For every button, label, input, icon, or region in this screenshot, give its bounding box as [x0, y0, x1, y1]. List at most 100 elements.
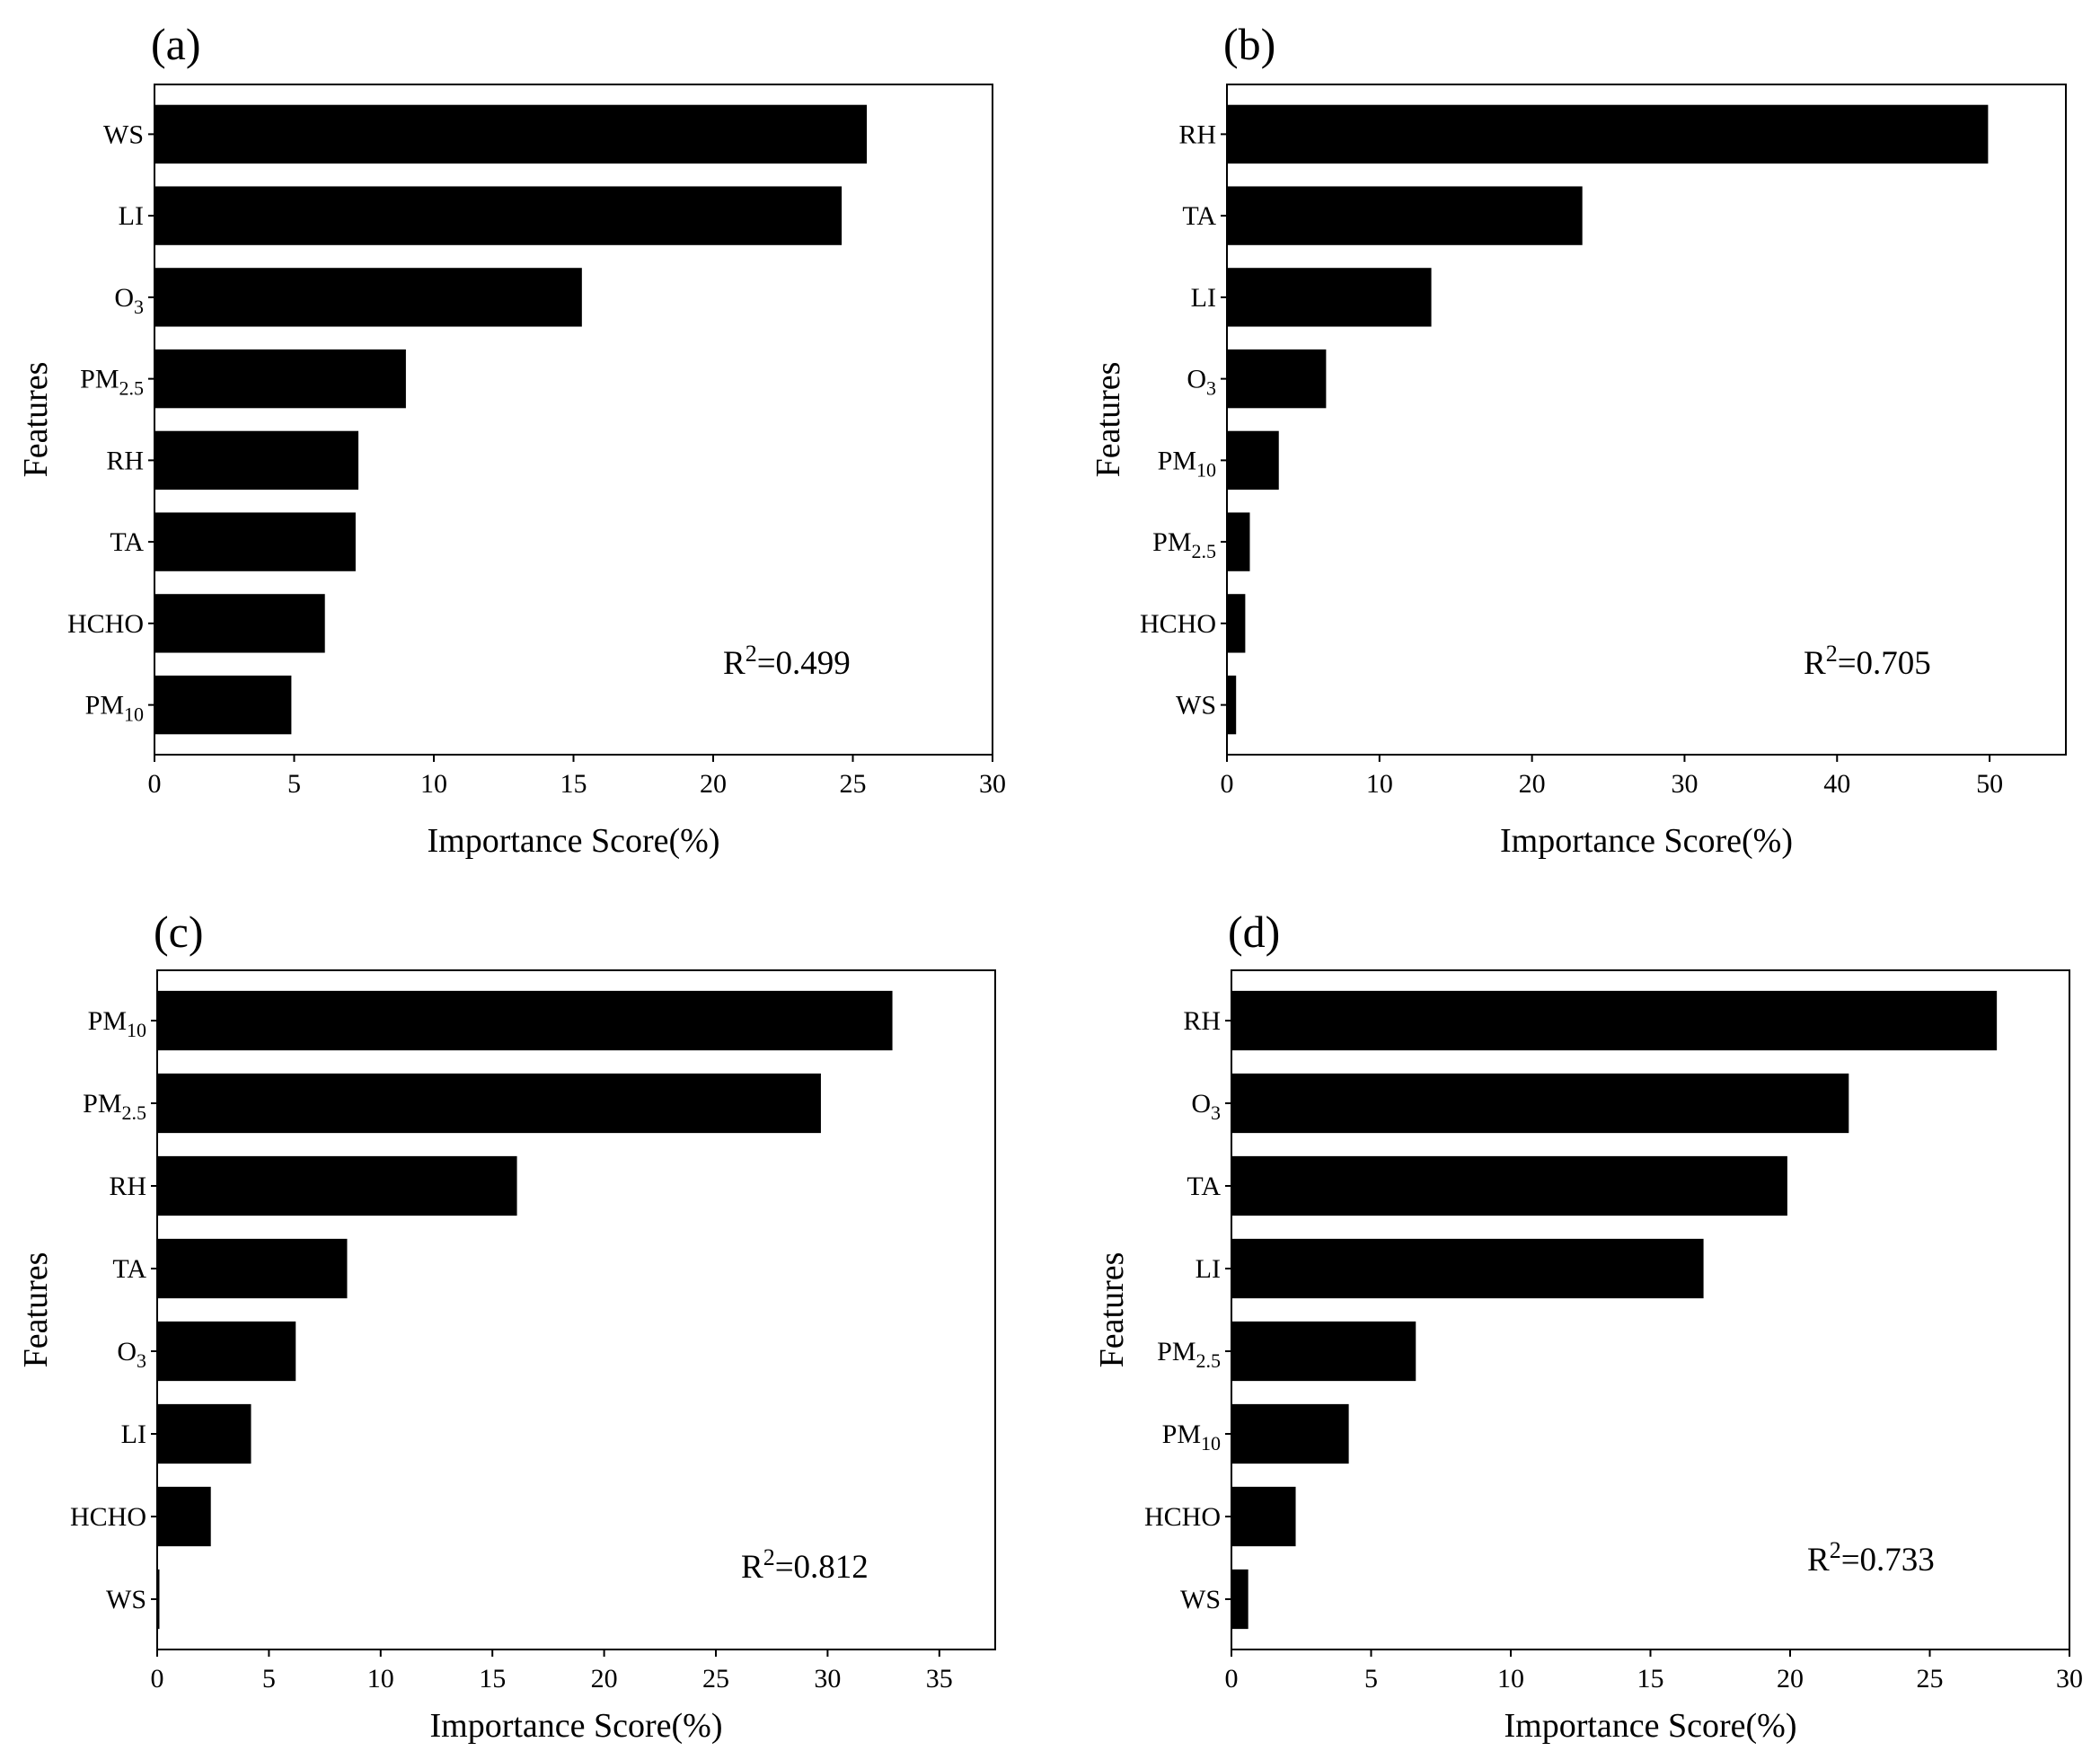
- plot-frame: [156, 969, 996, 1650]
- x-tick-label: 0: [148, 769, 162, 799]
- bar-ta: [157, 1238, 348, 1299]
- bar-rh: [157, 1155, 517, 1216]
- x-tick-label: 15: [1637, 1664, 1664, 1694]
- category-label: LI: [121, 1419, 146, 1449]
- bar-rh: [1231, 990, 1998, 1051]
- r2-annotation: R2=0.812: [741, 1544, 869, 1586]
- panel-c: (c) PM10 PM2.5 RH TA O3 LI HCHO WS 0 5 10 15 20 25 30 35…: [17, 907, 996, 1745]
- x-tick-label: 10: [1497, 1664, 1524, 1694]
- category-label: RH: [1183, 1006, 1221, 1036]
- bar-pm10: [157, 990, 893, 1051]
- category-label: O3: [117, 1337, 146, 1372]
- bar-hcho: [1231, 1486, 1296, 1547]
- bar-hcho: [1227, 594, 1246, 653]
- x-tick-label: 30: [814, 1664, 841, 1694]
- panel-b: (b) RH TA LI O3 PM10 PM2.5 HCHO WS 0 10 20 30 40 50 Imp…: [1090, 19, 2067, 860]
- x-tick-label: 20: [700, 769, 727, 799]
- r2-annotation: R2=0.705: [1804, 641, 1931, 682]
- x-tick-label: 50: [1976, 769, 2003, 799]
- bar-ws: [157, 1569, 160, 1630]
- x-tick-label: 30: [2056, 1664, 2083, 1694]
- bar-ws: [154, 104, 868, 164]
- panel-a: (a) WS LI O3 PM2.5 RH TA HCHO PM10 0 5 10 15 20 25 30 Im…: [17, 19, 1006, 860]
- panel-label: (c): [154, 907, 204, 957]
- plot-frame: [154, 84, 993, 756]
- x-tick-label: 0: [1221, 769, 1234, 799]
- category-label: PM2.5: [80, 365, 144, 400]
- x-tick-label: 15: [560, 769, 587, 799]
- bar-ws: [1231, 1569, 1249, 1630]
- x-tick-label: 35: [926, 1664, 953, 1694]
- bar-pm25: [1231, 1321, 1416, 1382]
- plot-frame: [1231, 969, 2070, 1650]
- bar-ta: [1231, 1155, 1787, 1216]
- category-label: RH: [109, 1172, 146, 1201]
- category-label: HCHO: [70, 1502, 146, 1532]
- bar-o3: [1231, 1073, 1849, 1134]
- category-label: TA: [1182, 201, 1216, 231]
- category-label: O3: [1191, 1089, 1221, 1124]
- category-label: HCHO: [67, 609, 144, 639]
- category-label: LI: [1191, 283, 1216, 313]
- category-label: LI: [1196, 1254, 1221, 1284]
- x-axis-title: Importance Score(%): [1504, 1707, 1796, 1745]
- bar-o3: [157, 1321, 296, 1382]
- x-tick-label: 10: [367, 1664, 394, 1694]
- category-label: O3: [114, 283, 144, 318]
- category-label: HCHO: [1144, 1502, 1221, 1532]
- bar-o3: [1227, 349, 1327, 409]
- y-axis-title: Features: [1093, 1252, 1131, 1368]
- x-tick-label: 20: [591, 1664, 618, 1694]
- bar-o3: [154, 268, 582, 327]
- category-label: WS: [1176, 691, 1216, 721]
- x-tick-label: 5: [287, 769, 301, 799]
- bar-li: [1227, 268, 1432, 327]
- category-label: PM10: [88, 1006, 146, 1041]
- r2-annotation: R2=0.499: [723, 641, 851, 682]
- bar-pm10: [1227, 430, 1279, 491]
- panel-label: (d): [1228, 907, 1280, 957]
- x-tick-label: 20: [1777, 1664, 1804, 1694]
- bar-pm10: [1231, 1403, 1349, 1464]
- category-label: PM10: [85, 691, 144, 726]
- x-axis-title: Importance Score(%): [1500, 822, 1793, 860]
- bar-pm25: [154, 349, 406, 409]
- category-label: PM2.5: [1157, 1337, 1221, 1372]
- category-label: TA: [1187, 1172, 1221, 1201]
- category-label: RH: [1178, 119, 1216, 149]
- bar-rh: [1227, 104, 1989, 164]
- bar-ta: [1227, 186, 1583, 245]
- category-label: TA: [110, 527, 144, 557]
- bar-ta: [154, 512, 356, 571]
- category-label: WS: [106, 1585, 146, 1614]
- panel-label: (a): [151, 19, 201, 69]
- x-tick-label: 20: [1519, 769, 1546, 799]
- x-tick-label: 40: [1823, 769, 1850, 799]
- x-tick-label: 25: [702, 1664, 729, 1694]
- category-label: PM10: [1162, 1419, 1221, 1455]
- x-tick-label: 5: [1364, 1664, 1378, 1694]
- category-label: WS: [103, 119, 144, 149]
- panel-d: (d) RH O3 TA LI PM2.5 PM10 HCHO WS 0 5 10 15 20 25 30 Im…: [1093, 907, 2083, 1745]
- bar-pm25: [157, 1073, 821, 1134]
- category-label: TA: [112, 1254, 146, 1284]
- category-label: O3: [1187, 365, 1216, 400]
- bar-hcho: [154, 594, 325, 653]
- category-label: PM10: [1158, 446, 1216, 481]
- bar-li: [157, 1403, 251, 1464]
- r2-annotation: R2=0.733: [1807, 1537, 1935, 1579]
- x-tick-label: 10: [420, 769, 447, 799]
- x-tick-label: 25: [1917, 1664, 1944, 1694]
- x-axis-title: Importance Score(%): [427, 822, 719, 860]
- bar-li: [1231, 1238, 1704, 1299]
- x-tick-label: 5: [262, 1664, 276, 1694]
- x-tick-label: 30: [979, 769, 1006, 799]
- bar-ws: [1227, 675, 1237, 735]
- x-tick-label: 25: [840, 769, 867, 799]
- category-label: PM2.5: [1152, 527, 1216, 562]
- category-label: WS: [1180, 1585, 1221, 1614]
- x-tick-label: 15: [479, 1664, 506, 1694]
- y-axis-title: Features: [17, 1252, 55, 1368]
- category-label: HCHO: [1140, 609, 1216, 639]
